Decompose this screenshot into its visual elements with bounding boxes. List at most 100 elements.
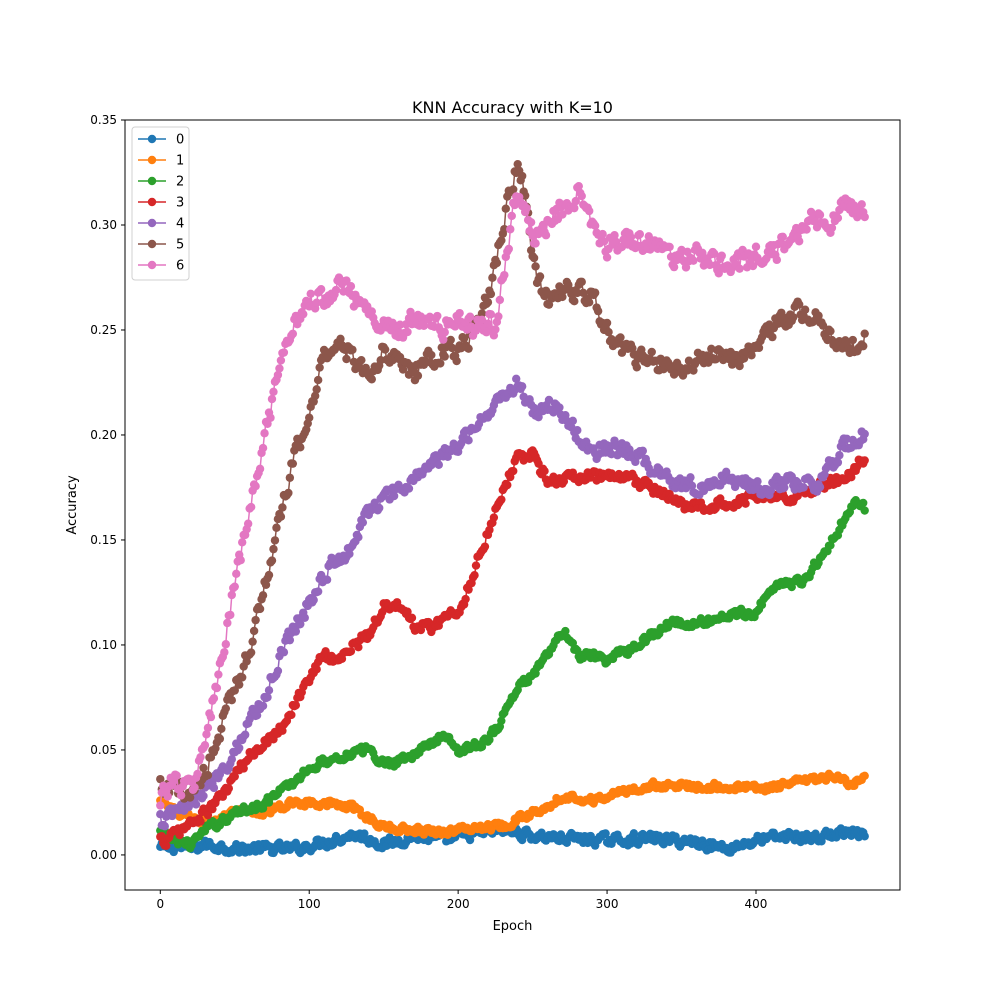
data-point-6 [163, 792, 172, 801]
data-point-5 [285, 473, 295, 482]
legend-marker [147, 134, 157, 144]
data-point-3 [416, 625, 426, 635]
data-point-5 [531, 262, 540, 271]
data-point-6 [714, 269, 723, 278]
data-point-6 [156, 801, 165, 810]
data-point-3 [346, 647, 356, 656]
y-tick-label: 0.10 [90, 638, 117, 652]
data-point-6 [762, 254, 771, 263]
data-point-6 [342, 276, 351, 285]
data-point-6 [735, 264, 744, 273]
data-point-6 [238, 538, 247, 547]
data-point-5 [230, 686, 239, 695]
data-point-5 [305, 413, 314, 422]
data-point-4 [235, 743, 244, 753]
data-point-6 [689, 256, 698, 265]
y-axis-label: Accuracy [65, 475, 80, 535]
data-point-6 [433, 311, 442, 321]
data-point-5 [754, 343, 764, 353]
data-point-6 [626, 233, 636, 242]
data-point-4 [686, 473, 695, 482]
data-point-6 [635, 230, 645, 239]
legend-marker [147, 239, 157, 249]
data-point-5 [579, 288, 588, 298]
y-tick-label: 0.00 [90, 848, 117, 862]
data-point-4 [252, 711, 262, 720]
data-point-0 [360, 829, 369, 838]
data-point-3 [312, 665, 321, 674]
data-point-6 [193, 769, 202, 779]
data-point-5 [261, 580, 271, 589]
data-point-6 [206, 712, 216, 722]
data-point-3 [354, 643, 363, 652]
x-tick-label: 100 [298, 897, 321, 911]
data-point-4 [273, 666, 283, 676]
data-point-5 [535, 272, 545, 281]
data-point-6 [857, 200, 866, 209]
data-point-6 [455, 308, 464, 318]
series-6 [156, 181, 869, 810]
legend-label: 1 [176, 154, 184, 169]
data-point-6 [507, 211, 516, 221]
data-point-4 [191, 800, 201, 809]
series-1 [156, 769, 869, 839]
data-point-5 [440, 352, 449, 361]
data-point-6 [717, 251, 726, 260]
data-point-4 [602, 441, 612, 450]
data-point-3 [162, 841, 171, 850]
data-point-5 [818, 321, 828, 330]
data-point-6 [288, 329, 298, 338]
data-point-6 [450, 322, 460, 331]
data-point-3 [291, 701, 301, 710]
data-point-4 [227, 755, 236, 764]
data-point-5 [269, 544, 278, 554]
x-tick-label: 300 [596, 897, 619, 911]
chart-title: KNN Accuracy with K=10 [412, 98, 613, 117]
data-point-6 [260, 429, 269, 438]
legend-box [131, 126, 190, 281]
data-point-6 [440, 328, 449, 337]
data-point-4 [296, 619, 305, 629]
data-point-5 [509, 185, 518, 194]
legend-label: 0 [176, 133, 184, 148]
data-point-4 [464, 436, 473, 445]
data-point-5 [238, 673, 247, 682]
data-point-5 [235, 680, 244, 689]
data-point-5 [413, 371, 423, 380]
data-point-5 [156, 774, 165, 784]
data-point-5 [497, 236, 506, 245]
data-point-5 [427, 350, 436, 360]
data-point-3 [503, 480, 512, 490]
data-point-5 [264, 570, 274, 580]
data-point-4 [313, 587, 323, 596]
data-point-6 [815, 210, 825, 220]
data-point-5 [185, 793, 195, 802]
data-point-3 [489, 513, 499, 522]
legend-marker [147, 155, 157, 165]
data-point-6 [312, 298, 321, 307]
data-point-5 [814, 311, 823, 320]
data-point-6 [483, 319, 493, 328]
data-point-6 [258, 443, 268, 453]
data-point-4 [573, 426, 582, 435]
legend-marker [147, 176, 157, 186]
data-point-6 [227, 590, 236, 600]
data-point-5 [459, 334, 469, 343]
data-point-6 [316, 285, 326, 294]
y-tick-label: 0.15 [90, 533, 117, 547]
data-point-2 [860, 506, 869, 515]
data-point-5 [452, 356, 461, 366]
data-point-2 [477, 742, 487, 751]
data-point-4 [354, 532, 363, 542]
data-point-5 [604, 327, 613, 337]
x-axis: 0 100 200 300 400 [156, 890, 767, 911]
legend-label: 2 [176, 175, 184, 190]
data-point-5 [313, 375, 323, 385]
data-point-5 [312, 385, 321, 394]
data-point-4 [835, 451, 844, 460]
data-point-4 [753, 477, 762, 486]
data-point-4 [687, 481, 697, 490]
data-point-5 [464, 344, 473, 353]
data-point-4 [375, 503, 384, 513]
